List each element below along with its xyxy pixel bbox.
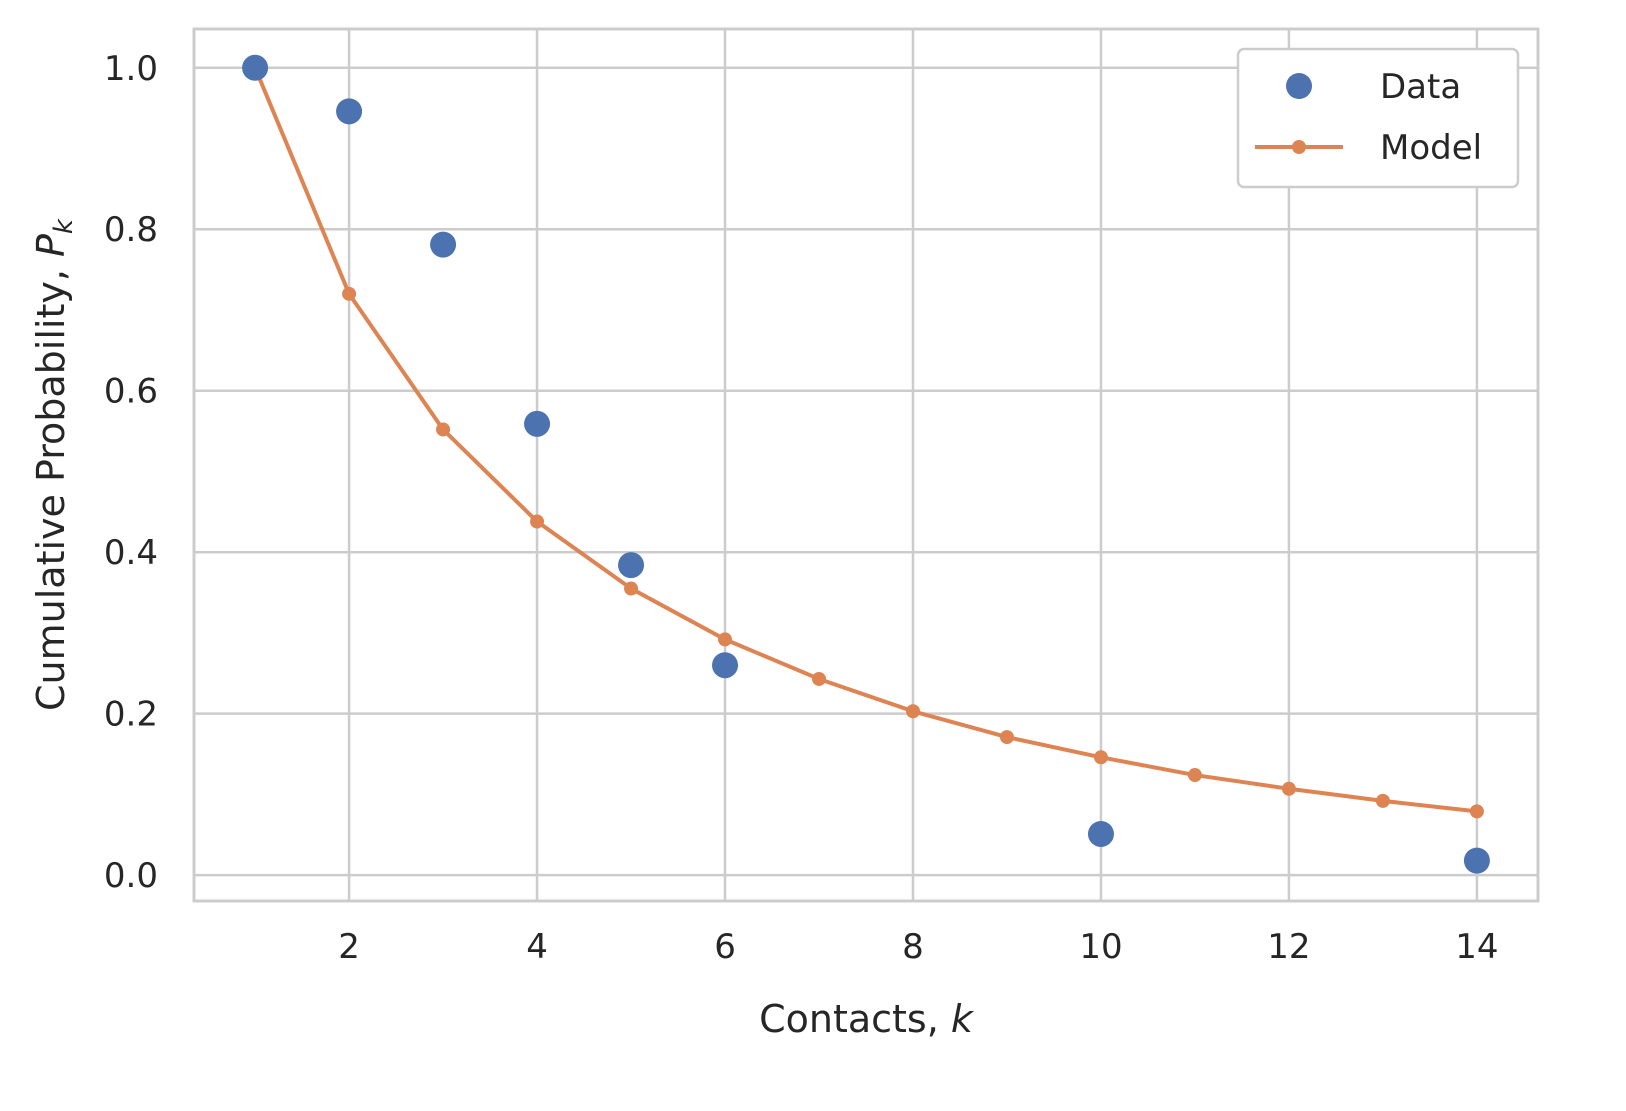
- model-line: [253, 66, 1478, 814]
- model-point: [342, 286, 357, 301]
- y-tick-label: 1.0: [104, 49, 158, 89]
- data-series: [242, 54, 1490, 874]
- y-tick-labels: 0.0 0.2 0.4 0.6 0.8 1.0: [104, 49, 158, 896]
- data-point: [524, 410, 551, 437]
- y-axis-label: Cumulative Probability, Pk: [29, 218, 79, 711]
- model-point: [624, 581, 639, 596]
- y-tick-label: 0.8: [104, 210, 158, 250]
- y-tick-label: 0.4: [104, 533, 158, 573]
- legend-data-marker: [1286, 73, 1312, 99]
- x-tick-label: 8: [902, 927, 924, 967]
- model-point: [999, 730, 1014, 745]
- data-point: [1463, 847, 1490, 874]
- y-tick-label: 0.2: [104, 695, 158, 735]
- model-point: [1187, 768, 1202, 783]
- model-point: [812, 671, 827, 686]
- model-point: [1093, 750, 1108, 765]
- model-point: [1375, 793, 1390, 808]
- legend: Data Model: [1236, 47, 1520, 189]
- x-tick-label: 6: [714, 927, 736, 967]
- legend-model-marker: [1292, 140, 1306, 154]
- model-point: [1469, 804, 1484, 819]
- x-tick-label: 14: [1455, 927, 1498, 967]
- legend-model-label: Model: [1380, 128, 1482, 168]
- x-tick-labels: 2 4 6 8 10 12 14: [338, 927, 1498, 967]
- x-tick-label: 4: [526, 927, 548, 967]
- data-point: [1087, 820, 1114, 847]
- model-series: [248, 60, 1484, 819]
- model-point: [530, 514, 545, 529]
- data-point: [618, 552, 645, 579]
- x-axis-label: Contacts, k: [759, 997, 975, 1041]
- model-point: [718, 632, 733, 647]
- y-tick-label: 0.0: [104, 856, 158, 896]
- x-tick-label: 12: [1267, 927, 1310, 967]
- model-point: [905, 704, 920, 719]
- data-point: [430, 231, 457, 258]
- data-point: [242, 54, 269, 81]
- data-point: [712, 652, 739, 679]
- model-point: [1281, 781, 1296, 796]
- plot-frame: [192, 27, 1540, 903]
- legend-data-label: Data: [1380, 67, 1461, 107]
- data-point: [336, 98, 363, 125]
- model-point: [436, 422, 451, 437]
- x-tick-label: 2: [338, 927, 360, 967]
- x-tick-label: 10: [1079, 927, 1122, 967]
- y-tick-label: 0.6: [104, 372, 158, 412]
